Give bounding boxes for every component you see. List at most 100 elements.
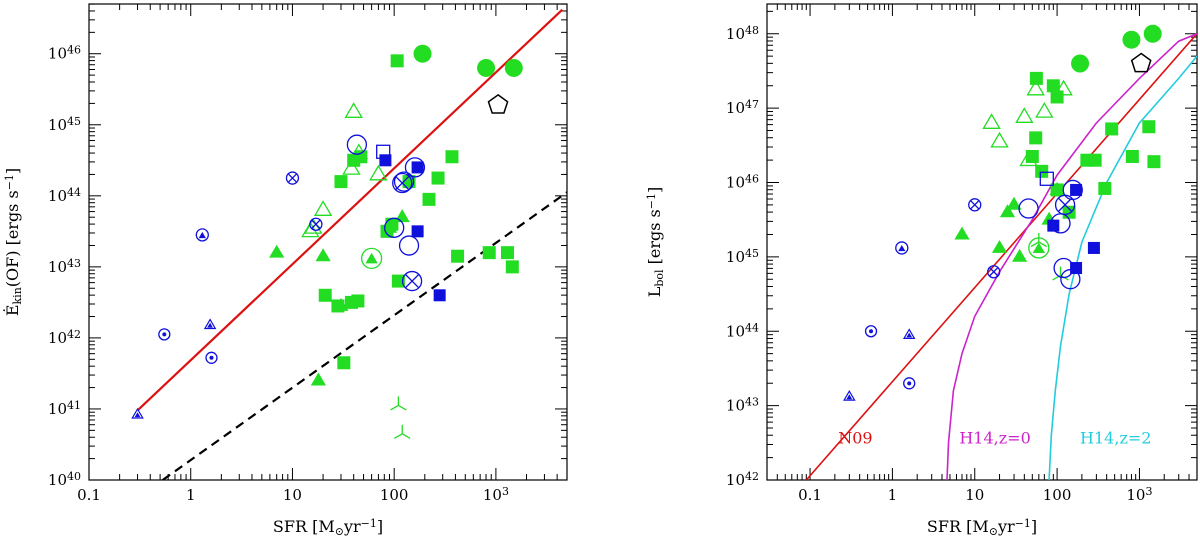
data-point	[379, 154, 392, 167]
data-point	[318, 288, 332, 302]
data-point	[1054, 79, 1073, 96]
data-point	[1060, 269, 1081, 290]
data-point	[390, 396, 407, 411]
plot-frame	[88, 3, 568, 481]
data-point	[1122, 30, 1141, 49]
data-point	[344, 102, 363, 118]
label-h14-z2: H14,z=2	[1080, 429, 1151, 448]
data-point	[1006, 196, 1022, 210]
data-point	[1105, 122, 1119, 136]
data-point	[1028, 237, 1050, 259]
data-point	[1098, 181, 1112, 195]
x-tick-label: 0.1	[77, 486, 101, 504]
data-point	[402, 175, 416, 189]
data-point	[401, 270, 423, 292]
data-point	[445, 150, 459, 164]
data-point	[1035, 164, 1049, 178]
x-tick-label: 100	[1043, 486, 1072, 504]
data-point	[333, 297, 349, 311]
data-point	[1053, 257, 1074, 279]
y-tick-label: 1044	[726, 321, 759, 340]
data-point	[158, 328, 171, 341]
data-point	[360, 247, 383, 269]
x-tick-label: 10	[965, 486, 984, 504]
x-tick-label: 10	[283, 486, 302, 504]
data-point	[500, 246, 514, 260]
data-point	[411, 225, 424, 238]
data-point	[1130, 52, 1152, 73]
data-point	[1026, 79, 1045, 96]
data-point	[1018, 198, 1039, 219]
data-point	[1088, 153, 1102, 167]
label-n09: N09	[838, 429, 872, 448]
y-tick-label: 1048	[726, 24, 759, 43]
y-tick-label: 1046	[48, 44, 81, 63]
data-point	[1147, 155, 1161, 169]
data-points	[843, 24, 1162, 401]
y-axis-title: Lbol [ergs s−1]	[645, 187, 666, 297]
data-point	[381, 219, 398, 233]
fit-line	[136, 8, 564, 412]
data-point	[315, 248, 331, 262]
data-point	[477, 58, 496, 77]
data-point	[391, 274, 405, 288]
data-point	[1029, 71, 1043, 85]
axis-ticks	[766, 4, 1198, 481]
data-point	[1143, 24, 1162, 43]
data-point	[1125, 149, 1139, 163]
data-point	[1039, 171, 1054, 186]
y-tick-label: 1042	[48, 328, 81, 347]
data-point	[1047, 219, 1060, 232]
data-point	[342, 159, 361, 175]
y-tick-label: 1041	[48, 399, 81, 418]
data-point	[394, 424, 411, 439]
right-panel: 0.1 1 10 100 103 1042 1043 1044 1045 1046 1047 1048…	[645, 3, 1198, 538]
data-point	[313, 200, 333, 216]
data-point	[369, 164, 388, 181]
data-point	[376, 144, 391, 159]
data-point	[1087, 241, 1100, 254]
data-point	[1054, 194, 1076, 215]
data-point	[393, 171, 415, 192]
x-tick-label: 0.1	[798, 486, 822, 504]
data-point	[982, 113, 1001, 129]
x-tick-label: 1	[186, 486, 196, 504]
data-point	[505, 260, 519, 274]
data-point	[346, 134, 368, 155]
x-tick-label: 103	[1126, 485, 1152, 504]
data-point	[968, 198, 982, 212]
data-point	[1049, 181, 1065, 195]
data-point	[1050, 90, 1064, 104]
data-point	[131, 407, 144, 419]
n09-line	[805, 33, 1197, 480]
data-point	[205, 351, 218, 364]
data-point	[451, 249, 465, 263]
data-point	[413, 44, 432, 63]
data-point	[1015, 107, 1034, 123]
data-point	[1050, 213, 1071, 234]
y-axis-title: Ėkin(OF) [ergs s−1]	[2, 168, 24, 316]
data-points	[131, 44, 523, 439]
y-tick-label: 1043	[48, 257, 81, 276]
data-point	[903, 377, 916, 390]
data-point	[392, 172, 413, 194]
data-point	[433, 289, 446, 302]
data-point	[987, 265, 1001, 279]
data-point	[1142, 120, 1156, 134]
data-point	[482, 246, 496, 260]
data-point	[1046, 79, 1060, 93]
data-point	[487, 93, 509, 114]
data-point	[390, 54, 404, 68]
x-tick-label: 1	[888, 486, 898, 504]
reference-line	[162, 191, 567, 480]
data-point	[1019, 150, 1038, 167]
data-point	[1012, 248, 1028, 262]
data-point	[384, 217, 405, 238]
data-point	[351, 294, 365, 308]
y-tick-label: 1047	[726, 98, 759, 117]
y-tick-label: 1045	[48, 115, 81, 134]
data-point	[1071, 54, 1090, 73]
y-tick-label: 1046	[726, 173, 759, 192]
y-tick-label: 1042	[726, 470, 759, 489]
label-h14-z0: H14,z=0	[959, 429, 1030, 448]
